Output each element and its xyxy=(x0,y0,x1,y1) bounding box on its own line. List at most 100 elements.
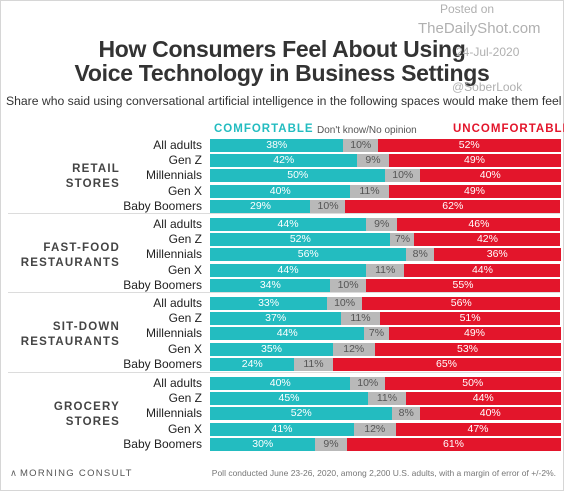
row-label: All adults xyxy=(153,217,202,231)
bar-segment-comfortable: 50% xyxy=(210,169,386,183)
bar-segment-no-opinion: 12% xyxy=(353,422,396,436)
data-label: 9% xyxy=(374,218,390,230)
bar-segment-comfortable: 40% xyxy=(210,184,351,198)
bar-segment-no-opinion: 11% xyxy=(294,357,333,371)
bar-segment-comfortable: 24% xyxy=(210,357,295,371)
group-label-line: GROCERY xyxy=(53,401,120,413)
data-label: 61% xyxy=(442,437,464,450)
group-label-line: RESTAURANTS xyxy=(20,336,120,348)
bar-segment-comfortable: 29% xyxy=(210,199,311,213)
chart-subtitle: Share who said using conversational arti… xyxy=(6,94,562,108)
data-label: 29% xyxy=(249,199,271,212)
chart-title-line-1: How Consumers Feel About Using xyxy=(98,36,466,62)
group-label: RETAIL STORES xyxy=(0,162,120,192)
data-label: 44% xyxy=(472,392,494,405)
data-label: 7% xyxy=(368,327,385,340)
watermark-site: TheDailyShot.com xyxy=(418,20,541,37)
group-label-line: STORES xyxy=(65,416,120,428)
data-label: 46% xyxy=(468,218,490,230)
bar-segment-no-opinion: 7% xyxy=(364,327,389,341)
group-separator xyxy=(8,213,560,214)
data-label: 49% xyxy=(463,154,485,167)
data-label: 42% xyxy=(476,233,498,246)
bar-segment-uncomfortable: 53% xyxy=(374,342,561,356)
bar-segment-no-opinion: 10% xyxy=(385,169,421,183)
bar-segment-no-opinion: 12% xyxy=(332,342,375,356)
data-label: 62% xyxy=(442,199,464,212)
data-label: 8% xyxy=(412,248,428,261)
row-label: Millennials xyxy=(145,326,202,341)
bar-segment-comfortable: 41% xyxy=(210,422,354,436)
bar-segment-uncomfortable: 62% xyxy=(345,199,561,213)
data-label: 10% xyxy=(317,199,339,212)
data-label: 11% xyxy=(303,357,324,370)
data-label: 36% xyxy=(486,248,508,261)
bar-segment-comfortable: 52% xyxy=(210,407,393,421)
bar-segment-no-opinion: 11% xyxy=(365,263,405,277)
data-label: 49% xyxy=(463,184,485,197)
bar-segment-comfortable: 45% xyxy=(210,392,368,406)
data-label: 52% xyxy=(289,233,311,246)
bar-segment-no-opinion: 9% xyxy=(365,218,398,231)
data-label: 7% xyxy=(394,233,411,246)
data-label: 10% xyxy=(350,139,372,151)
bar-segment-uncomfortable: 44% xyxy=(406,392,561,406)
footer-brand: ∧ MORNING CONSULT xyxy=(10,468,133,479)
bar-segment-uncomfortable: 55% xyxy=(365,278,561,292)
row-label: Millennials xyxy=(145,168,202,183)
group-label-line: RESTAURANTS xyxy=(20,257,120,269)
bar-segment-uncomfortable: 42% xyxy=(414,233,561,247)
data-label: 44% xyxy=(277,263,299,276)
data-label: 10% xyxy=(392,169,414,182)
bar-segment-comfortable: 44% xyxy=(210,263,367,277)
bar-segment-uncomfortable: 40% xyxy=(420,407,561,421)
row-label: Baby Boomers xyxy=(123,356,202,371)
bar-segment-uncomfortable: 46% xyxy=(397,218,561,231)
data-label: 33% xyxy=(258,297,280,309)
row-label: Gen X xyxy=(167,421,202,436)
bar-segment-no-opinion: 10% xyxy=(343,139,379,152)
data-label: 53% xyxy=(456,342,478,355)
group-label-line: STORES xyxy=(65,178,120,190)
bar-segment-comfortable: 40% xyxy=(210,377,351,390)
data-label: 11% xyxy=(359,184,380,197)
watermark-handle: @SoberLook xyxy=(452,80,523,94)
data-label: 50% xyxy=(462,377,484,389)
data-label: 65% xyxy=(435,357,457,370)
data-label: 34% xyxy=(259,278,281,291)
bar-segment-comfortable: 44% xyxy=(210,327,365,341)
legend-no-opinion: Don't know/No opinion xyxy=(317,125,417,136)
bar-segment-comfortable: 44% xyxy=(210,218,367,231)
data-label: 8% xyxy=(398,407,414,420)
row-label: Gen Z xyxy=(168,232,202,247)
data-label: 10% xyxy=(334,297,356,309)
data-label: 10% xyxy=(337,278,359,291)
data-label: 38% xyxy=(266,139,288,151)
legend-comfortable: COMFORTABLE xyxy=(214,123,314,135)
bar-segment-no-opinion: 7% xyxy=(390,233,415,247)
data-label: 55% xyxy=(452,278,474,291)
data-label: 10% xyxy=(357,377,379,389)
data-label: 40% xyxy=(269,184,291,197)
row-label: Gen X xyxy=(167,341,202,356)
data-label: 50% xyxy=(287,169,309,182)
bar-segment-uncomfortable: 40% xyxy=(420,169,561,183)
data-label: 56% xyxy=(297,248,319,261)
data-label: 49% xyxy=(463,327,485,340)
data-label: 9% xyxy=(365,154,381,167)
data-label: 11% xyxy=(376,392,398,405)
data-label: 40% xyxy=(269,377,291,389)
data-label: 12% xyxy=(343,342,365,355)
data-label: 52% xyxy=(458,139,480,151)
data-label: 40% xyxy=(479,169,501,182)
data-label: 12% xyxy=(364,422,386,435)
group-label: GROCERY STORES xyxy=(0,400,120,430)
bar-segment-uncomfortable: 51% xyxy=(379,312,561,326)
row-label: All adults xyxy=(153,138,202,152)
bar-segment-no-opinion: 8% xyxy=(406,248,435,262)
bar-segment-no-opinion: 10% xyxy=(326,297,363,310)
bar-segment-comfortable: 42% xyxy=(210,154,358,168)
row-label: All adults xyxy=(153,296,202,310)
bar-segment-uncomfortable: 56% xyxy=(362,297,561,310)
data-label: 37% xyxy=(265,312,287,325)
